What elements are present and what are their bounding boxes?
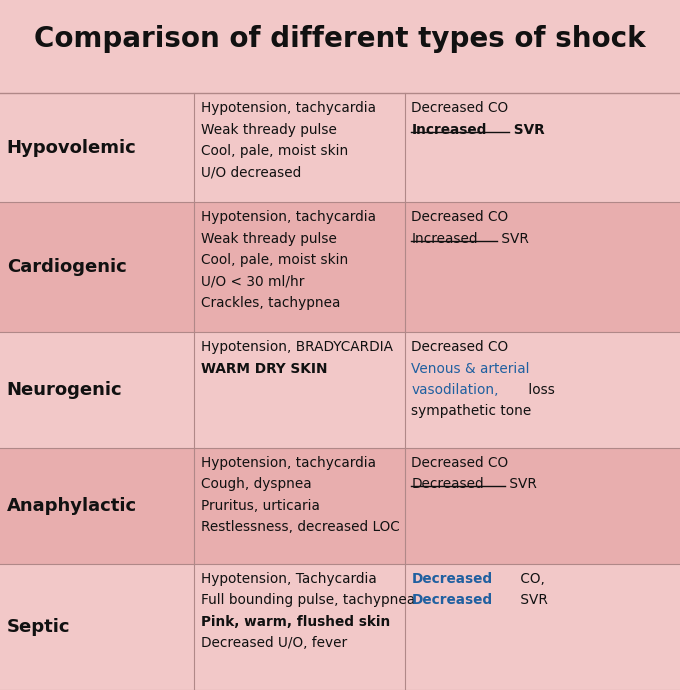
Bar bbox=[0, 332, 680, 448]
Text: Hypovolemic: Hypovolemic bbox=[7, 139, 137, 157]
Text: SVR: SVR bbox=[516, 593, 548, 607]
Text: SVR: SVR bbox=[497, 232, 529, 246]
Text: SVR: SVR bbox=[505, 477, 537, 491]
Text: Decreased CO: Decreased CO bbox=[411, 340, 509, 354]
Text: CO,: CO, bbox=[516, 572, 545, 586]
Text: Decreased CO: Decreased CO bbox=[411, 456, 509, 470]
Text: Pruritus, urticaria: Pruritus, urticaria bbox=[201, 499, 320, 513]
Bar bbox=[0, 93, 680, 202]
Text: U/O decreased: U/O decreased bbox=[201, 166, 301, 179]
Text: U/O < 30 ml/hr: U/O < 30 ml/hr bbox=[201, 275, 304, 288]
Text: Hypotension, BRADYCARDIA: Hypotension, BRADYCARDIA bbox=[201, 340, 392, 354]
Text: Restlessness, decreased LOC: Restlessness, decreased LOC bbox=[201, 520, 399, 534]
Bar bbox=[0, 564, 680, 690]
Text: sympathetic tone: sympathetic tone bbox=[411, 404, 532, 418]
Text: Crackles, tachypnea: Crackles, tachypnea bbox=[201, 296, 340, 310]
Text: Decreased CO: Decreased CO bbox=[411, 210, 509, 224]
Text: Full bounding pulse, tachypnea: Full bounding pulse, tachypnea bbox=[201, 593, 415, 607]
Text: Decreased U/O, fever: Decreased U/O, fever bbox=[201, 636, 347, 650]
Text: Decreased: Decreased bbox=[411, 593, 492, 607]
Text: vasodilation,: vasodilation, bbox=[411, 383, 499, 397]
Text: Hypotension, tachycardia: Hypotension, tachycardia bbox=[201, 101, 375, 115]
Text: Decreased: Decreased bbox=[411, 477, 484, 491]
Text: Septic: Septic bbox=[7, 618, 70, 635]
Text: Cough, dyspnea: Cough, dyspnea bbox=[201, 477, 311, 491]
Text: Anaphylactic: Anaphylactic bbox=[7, 497, 137, 515]
Text: SVR: SVR bbox=[509, 123, 544, 137]
Text: Neurogenic: Neurogenic bbox=[7, 381, 122, 399]
Text: Weak thready pulse: Weak thready pulse bbox=[201, 123, 337, 137]
Text: Weak thready pulse: Weak thready pulse bbox=[201, 232, 337, 246]
Bar bbox=[0, 448, 680, 564]
Bar bbox=[0, 202, 680, 332]
Text: Increased: Increased bbox=[411, 123, 487, 137]
Text: Pink, warm, flushed skin: Pink, warm, flushed skin bbox=[201, 615, 390, 629]
Text: Cardiogenic: Cardiogenic bbox=[7, 258, 126, 276]
Text: Cool, pale, moist skin: Cool, pale, moist skin bbox=[201, 144, 348, 158]
Text: Decreased: Decreased bbox=[411, 572, 492, 586]
Text: Decreased CO: Decreased CO bbox=[411, 101, 509, 115]
Text: Hypotension, Tachycardia: Hypotension, Tachycardia bbox=[201, 572, 376, 586]
Text: loss: loss bbox=[524, 383, 555, 397]
Text: WARM DRY SKIN: WARM DRY SKIN bbox=[201, 362, 327, 375]
Text: Cool, pale, moist skin: Cool, pale, moist skin bbox=[201, 253, 348, 267]
Text: Increased: Increased bbox=[411, 232, 478, 246]
Text: Comparison of different types of shock: Comparison of different types of shock bbox=[34, 25, 646, 53]
Text: Hypotension, tachycardia: Hypotension, tachycardia bbox=[201, 456, 375, 470]
Text: Venous & arterial: Venous & arterial bbox=[411, 362, 530, 375]
Text: Hypotension, tachycardia: Hypotension, tachycardia bbox=[201, 210, 375, 224]
